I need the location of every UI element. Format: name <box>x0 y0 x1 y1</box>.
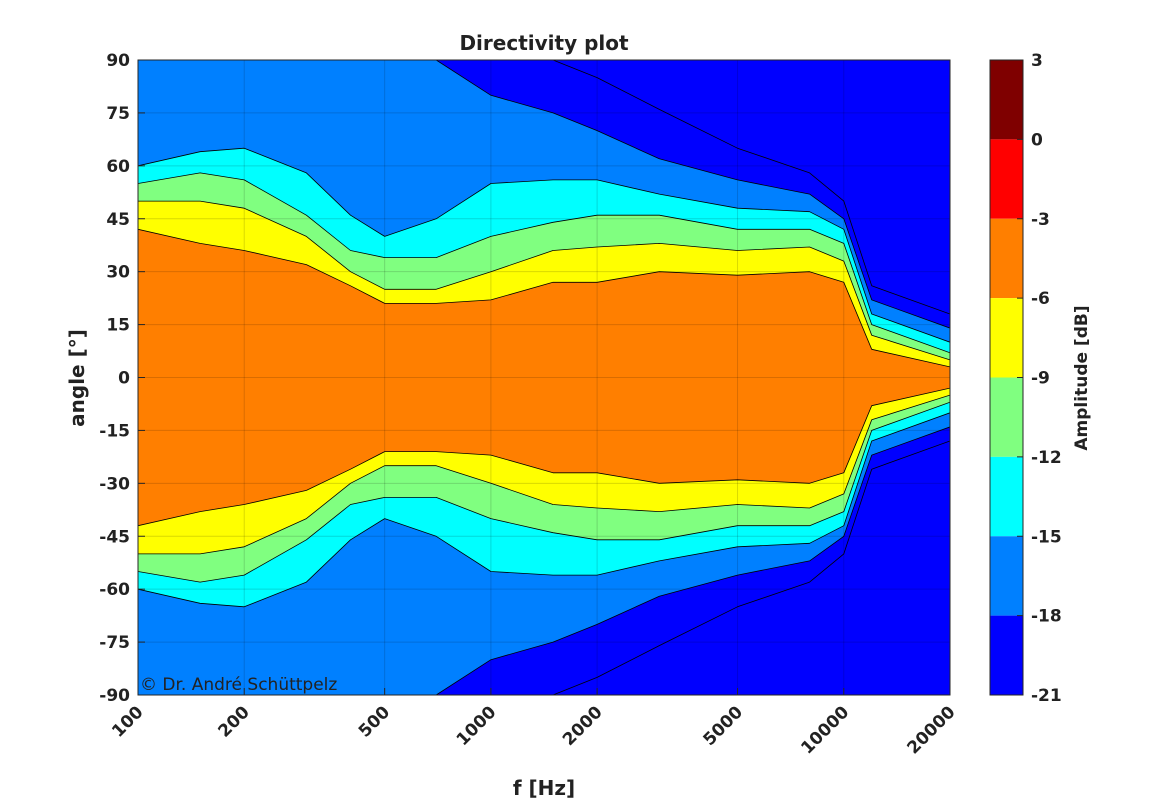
y-tick-label-4: 30 <box>106 263 130 283</box>
y-tick-label-3: 45 <box>106 210 130 230</box>
x-tick-label-5: 5000 <box>699 702 747 750</box>
contour-bands <box>138 60 950 695</box>
colorbar-tick-label-3: -6 <box>1031 289 1050 309</box>
x-tick-label-6: 10000 <box>797 702 853 758</box>
x-axis-ticks: 100 200 500 1000 2000 5000 10000 20000 <box>108 688 960 758</box>
y-tick-label-7: -15 <box>99 421 130 441</box>
x-tick-label-0: 100 <box>108 702 147 741</box>
y-tick-label-12: -90 <box>99 686 130 706</box>
x-tick-label-2: 500 <box>355 702 394 741</box>
x-tick-label-3: 1000 <box>453 702 501 750</box>
x-axis-label: f [Hz] <box>513 776 575 800</box>
y-tick-label-0: 90 <box>106 51 130 71</box>
x-tick-label-7: 20000 <box>904 702 960 758</box>
colorbar-tick-label-0: 3 <box>1031 51 1043 71</box>
y-axis-ticks: 90 75 60 45 30 15 0 -15 -30 -45 -60 -75 -90 <box>99 51 145 706</box>
x-tick-label-4: 2000 <box>559 702 607 750</box>
colorbar-segment-1 <box>990 139 1023 219</box>
colorbar-label: Amplitude [dB] <box>1072 305 1092 450</box>
colorbar-tick-label-2: -3 <box>1031 210 1050 230</box>
colorbar-segment-3 <box>990 298 1023 378</box>
y-tick-label-2: 60 <box>106 157 130 177</box>
colorbar-segment-7 <box>990 615 1023 695</box>
colorbar-tick-label-8: -21 <box>1031 686 1062 706</box>
copyright-watermark: © Dr. André Schüttpelz <box>140 675 337 695</box>
colorbar-tick-label-6: -15 <box>1031 527 1062 547</box>
chart-title: Directivity plot <box>459 31 629 55</box>
contour-band-3db <box>138 228 950 527</box>
colorbar-segment-5 <box>990 456 1023 537</box>
colorbar-segment-6 <box>990 536 1023 616</box>
colorbar-segment-2 <box>990 218 1023 299</box>
colorbar-tick-label-4: -9 <box>1031 369 1050 389</box>
y-axis-label: angle [°] <box>65 329 89 427</box>
y-tick-label-6: 0 <box>118 369 130 389</box>
y-tick-label-10: -60 <box>99 580 130 600</box>
colorbar-segment-4 <box>990 377 1023 457</box>
colorbar-tick-label-5: -12 <box>1031 448 1062 468</box>
colorbar-tick-label-7: -18 <box>1031 607 1062 627</box>
y-tick-label-5: 15 <box>106 316 130 336</box>
grid <box>138 60 950 695</box>
y-tick-label-8: -30 <box>99 474 130 494</box>
y-tick-label-1: 75 <box>106 104 130 124</box>
y-tick-label-9: -45 <box>99 527 130 547</box>
y-tick-label-11: -75 <box>99 633 130 653</box>
colorbar-segment-0 <box>990 60 1023 140</box>
x-tick-label-1: 200 <box>215 702 254 741</box>
colorbar-tick-label-1: 0 <box>1031 130 1043 150</box>
colorbar: 3 0 -3 -6 -9 -12 -15 -18 -21 <box>989 51 1062 706</box>
